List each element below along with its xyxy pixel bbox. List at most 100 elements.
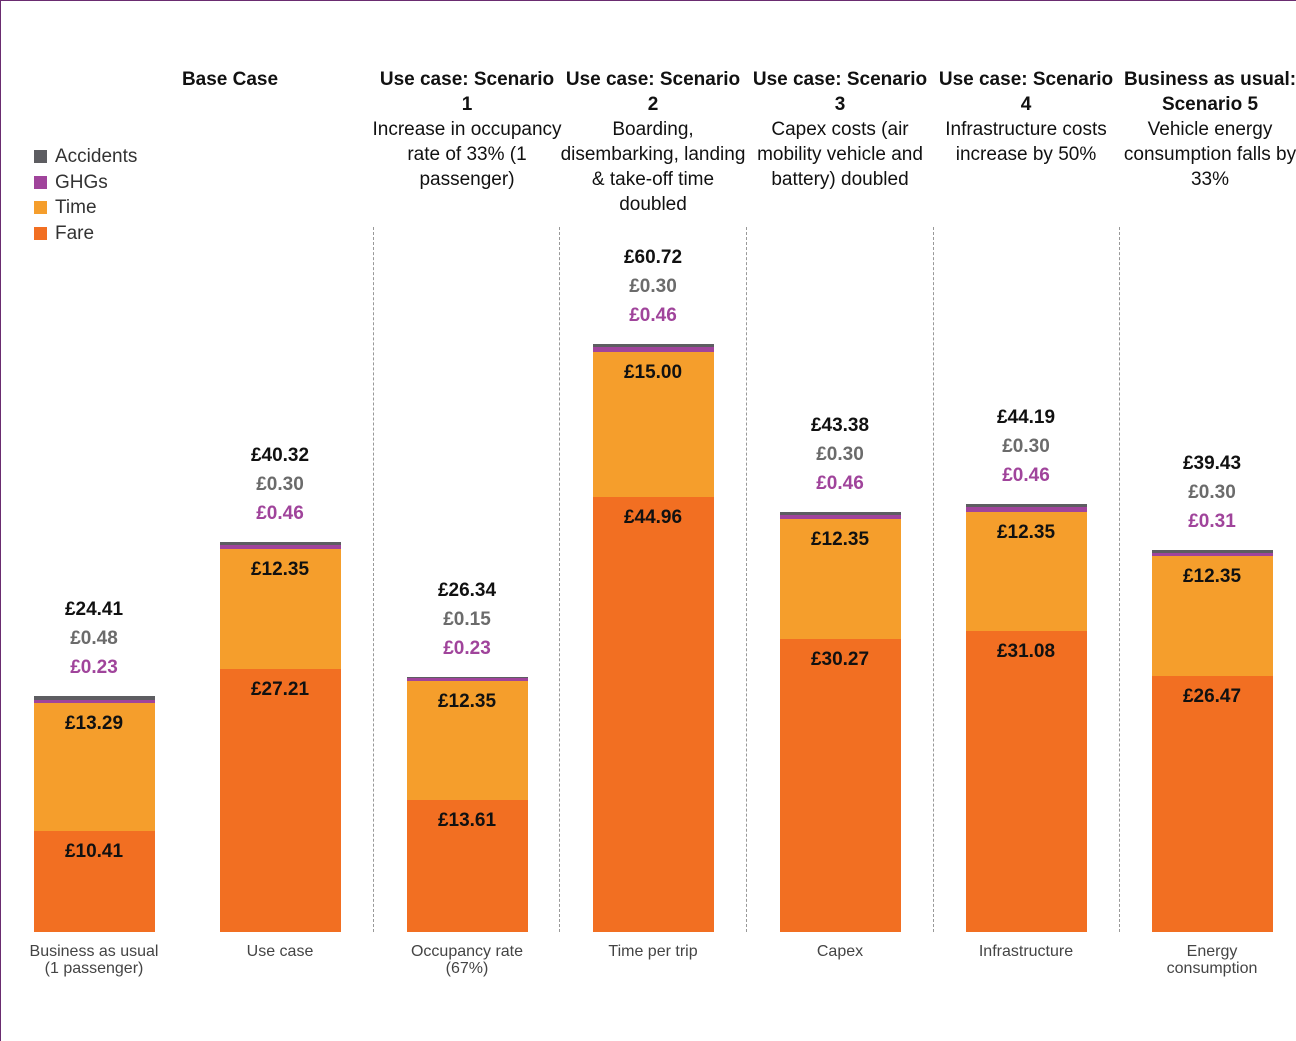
header: Base Case bbox=[135, 67, 325, 92]
total-label: £43.38 bbox=[810, 415, 870, 437]
bar-segment bbox=[965, 631, 1087, 932]
header-text: Increase in occupancy rate of 33% (1 pas… bbox=[372, 119, 562, 190]
bar-segment bbox=[592, 496, 714, 932]
legend-item: GHGs bbox=[34, 172, 108, 194]
bar-segment bbox=[219, 541, 341, 545]
value-label: £0.30 bbox=[1188, 482, 1236, 504]
legend-swatch bbox=[34, 175, 47, 189]
total-label: £40.32 bbox=[250, 444, 310, 466]
value-label: £30.27 bbox=[810, 648, 870, 670]
bar-segment bbox=[779, 512, 901, 515]
bar-segment bbox=[219, 549, 341, 669]
value-label: £0.46 bbox=[256, 502, 304, 524]
value-label: £27.21 bbox=[250, 678, 310, 700]
value-label: £0.31 bbox=[1188, 511, 1236, 533]
bar-segment bbox=[1151, 553, 1273, 557]
bar-segment bbox=[592, 347, 714, 352]
header-text: Boarding, disembarking, landing & take-o… bbox=[560, 119, 746, 215]
bar-segment bbox=[1151, 556, 1273, 676]
total-label: £26.34 bbox=[437, 580, 497, 602]
header-text: Infrastructure costs increase by 50% bbox=[945, 119, 1107, 165]
header-title: Use case: Scenario 3 bbox=[752, 69, 928, 115]
header: Use case: Scenario 1 Increase in occupanc… bbox=[372, 67, 562, 192]
value-label: £13.29 bbox=[64, 712, 124, 734]
bar-segment bbox=[779, 519, 901, 639]
value-label: £12.35 bbox=[1182, 566, 1242, 588]
separator bbox=[373, 227, 374, 932]
value-label: £15.00 bbox=[623, 361, 683, 383]
bar-segment bbox=[965, 504, 1087, 508]
value-label: £0.30 bbox=[629, 276, 677, 298]
value-label: £0.30 bbox=[816, 444, 864, 466]
value-label: £12.35 bbox=[250, 559, 310, 581]
bar-segment bbox=[1151, 675, 1273, 932]
legend-item: Time bbox=[34, 197, 97, 219]
value-label: £26.47 bbox=[1182, 685, 1242, 707]
x-tick-label: Capex bbox=[816, 943, 864, 960]
value-label: £0.15 bbox=[443, 609, 491, 631]
legend-swatch bbox=[34, 226, 47, 240]
header: Use case: Scenario 3 Capex costs (air mob… bbox=[745, 67, 935, 192]
total-label: £44.19 bbox=[996, 407, 1056, 429]
legend-swatch bbox=[34, 150, 47, 163]
separator bbox=[746, 227, 747, 932]
header: Use case: Scenario 2 Boarding, disembarki… bbox=[558, 67, 748, 217]
value-label: £13.61 bbox=[437, 810, 497, 832]
separator bbox=[933, 227, 934, 932]
bar-segment bbox=[219, 544, 341, 550]
bar-segment bbox=[33, 700, 155, 703]
value-label: £0.46 bbox=[1002, 465, 1050, 487]
bar-segment bbox=[33, 695, 155, 701]
bar-segment bbox=[965, 511, 1087, 632]
x-tick-label: Infrastructure bbox=[978, 943, 1074, 960]
bar-segment bbox=[965, 507, 1087, 512]
legend-label: Fare bbox=[55, 222, 95, 244]
value-label: £0.23 bbox=[70, 656, 118, 678]
bar-segment bbox=[779, 638, 901, 932]
bar-segment bbox=[219, 668, 341, 932]
value-label: £44.96 bbox=[623, 506, 683, 528]
legend-item: Fare bbox=[34, 223, 94, 245]
x-tick-label: Business as usual (1 passenger) bbox=[29, 943, 159, 977]
x-tick-label: Time per trip bbox=[608, 943, 698, 960]
value-label: £12.35 bbox=[810, 529, 870, 551]
legend-label: Time bbox=[55, 197, 97, 218]
value-label: £10.41 bbox=[64, 841, 124, 863]
legend-label: GHGs bbox=[55, 171, 108, 193]
header-title: Use case: Scenario 2 bbox=[565, 69, 741, 115]
x-tick-label: Energy consumption bbox=[1166, 943, 1258, 977]
bar-segment bbox=[592, 351, 714, 497]
legend-label: Accidents bbox=[55, 146, 138, 167]
value-label: £0.46 bbox=[629, 305, 677, 327]
bar-segment bbox=[406, 677, 528, 679]
bar-segment bbox=[406, 800, 528, 932]
legend-item: Accidents bbox=[34, 146, 137, 168]
x-tick-label: Occupancy rate (67%) bbox=[410, 943, 524, 977]
bar-segment bbox=[406, 678, 528, 681]
value-label: £12.35 bbox=[996, 521, 1056, 543]
value-label: £0.48 bbox=[70, 627, 118, 649]
value-label: £0.23 bbox=[443, 638, 491, 660]
bar-segment bbox=[779, 514, 901, 520]
bar-segment bbox=[592, 344, 714, 348]
value-label: £0.30 bbox=[256, 473, 304, 495]
bar-segment bbox=[33, 702, 155, 832]
header-title: Use case: Scenario 4 bbox=[938, 69, 1114, 115]
header: Business as usual: Scenario 5 Vehicle ene… bbox=[1115, 67, 1296, 192]
separator bbox=[559, 227, 560, 932]
x-tick-label: Use case bbox=[246, 943, 314, 960]
header-title: Use case: Scenario 1 bbox=[379, 69, 555, 115]
header-text: Vehicle energy consumption falls by 33% bbox=[1123, 119, 1296, 190]
separator bbox=[1119, 227, 1120, 932]
header-title: Business as usual: Scenario 5 bbox=[1123, 69, 1296, 115]
bar-segment bbox=[33, 831, 155, 932]
value-label: £12.35 bbox=[437, 690, 497, 712]
header-text: Capex costs (air mobility vehicle and ba… bbox=[757, 119, 923, 190]
total-label: £60.72 bbox=[623, 247, 683, 269]
value-label: £0.46 bbox=[816, 473, 864, 495]
header-title: Base Case bbox=[181, 69, 279, 90]
value-label: £31.08 bbox=[996, 641, 1056, 663]
header: Use case: Scenario 4 Infrastructure costs… bbox=[931, 67, 1121, 167]
total-label: £24.41 bbox=[64, 598, 124, 620]
